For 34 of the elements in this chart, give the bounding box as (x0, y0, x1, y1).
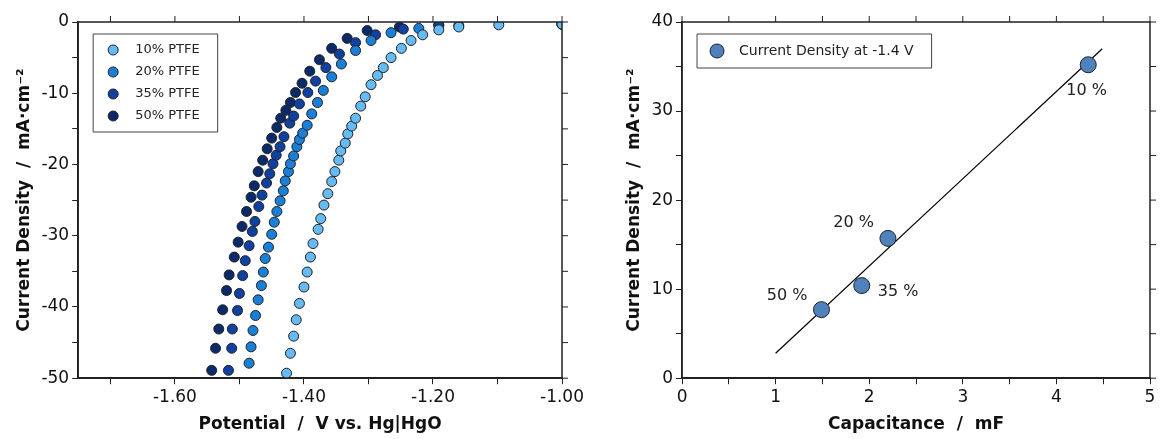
x-tick-label: 1 (770, 385, 782, 406)
x-tick-label: 4 (1050, 385, 1062, 406)
x-axis-title: Potential / V vs. Hg|HgO (198, 413, 442, 434)
annotation: 35 % (877, 280, 919, 300)
y-tick-label: 0 (662, 366, 674, 387)
y-axis-title: Current Density / mA·cm⁻² (12, 68, 33, 332)
y-tick-label: 0 (58, 10, 70, 31)
annotation: 50 % (766, 284, 808, 304)
y-tick-label: -20 (41, 152, 70, 173)
annotation: 20 % (833, 211, 874, 231)
legend-label: 50% PTFE (135, 107, 200, 123)
legend-label: Current Density at -1.4 V (739, 41, 915, 58)
y-tick-label: -50 (41, 366, 70, 387)
y-tick-label: 40 (651, 10, 674, 31)
x-tick-label: -1.40 (281, 385, 326, 406)
x-tick-label: 5 (1144, 385, 1156, 406)
x-tick-label: 0 (676, 385, 688, 406)
x-axis-title: Capacitance / mF (828, 413, 1005, 434)
x-tick-label: -1.20 (410, 385, 455, 406)
y-tick-label: -40 (41, 295, 70, 316)
legend-label: 10% PTFE (135, 41, 200, 57)
legend-label: 20% PTFE (135, 63, 200, 79)
y-tick-label: 10 (651, 277, 674, 298)
x-tick-label: 3 (957, 385, 969, 406)
y-tick-label: -10 (41, 81, 70, 102)
x-tick-label: -1.00 (540, 385, 584, 406)
y-tick-label: -30 (41, 224, 70, 245)
y-tick-label: 30 (651, 99, 674, 120)
y-axis-title: Current Density / mA·cm⁻² (622, 68, 643, 332)
annotation: 10 % (1066, 79, 1107, 99)
x-tick-label: -1.60 (152, 385, 197, 406)
y-tick-label: 20 (651, 188, 674, 209)
legend-label: 35% PTFE (135, 85, 200, 101)
x-tick-label: 2 (863, 385, 875, 406)
